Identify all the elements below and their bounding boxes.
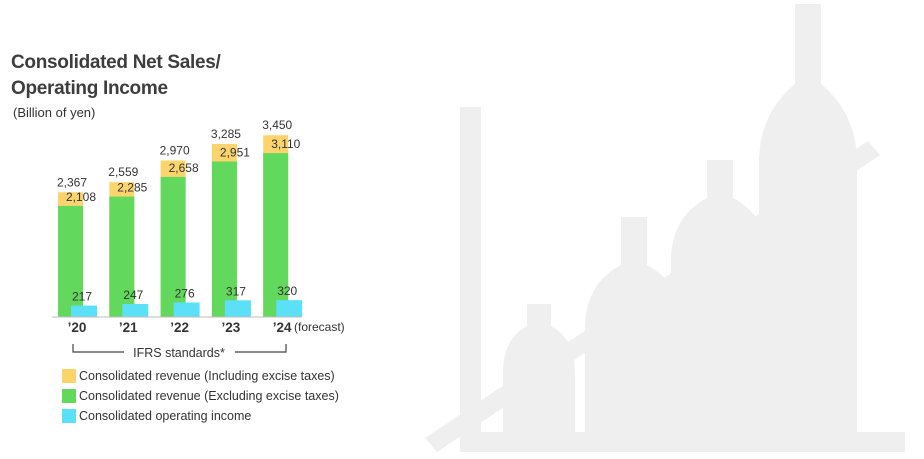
label-revenue-incl-excise: 3,285 (211, 127, 241, 141)
label-revenue-excl-excise: 2,108 (66, 190, 96, 204)
bar-revenue-excl-excise (160, 176, 186, 317)
legend-label: Consolidated revenue (Including excise t… (79, 369, 335, 383)
label-revenue-incl-excise: 2,970 (160, 143, 190, 157)
bar-revenue-excl-excise (109, 196, 135, 317)
label-revenue-excl-excise: 2,951 (220, 145, 250, 159)
label-revenue-incl-excise: 3,450 (262, 118, 292, 132)
x-tick-label: ’23 (222, 320, 241, 335)
x-tick-labels-group: ’20 ’21 ’22 ’23 ’24 (68, 320, 292, 335)
label-operating-income: 276 (175, 286, 195, 300)
x-tick-label: ’21 (119, 320, 138, 335)
legend-item: Consolidated revenue (Including excise t… (62, 366, 339, 386)
bar-revenue-excl-excise (263, 153, 289, 317)
bar-operating-income (122, 303, 149, 317)
ifrs-bracket (72, 344, 287, 353)
chart-title-line-1: Consolidated Net Sales/ (11, 52, 221, 73)
bar-revenue-excl-excise (211, 161, 237, 317)
chart-title-line-2: Operating Income (11, 78, 168, 99)
legend: Consolidated revenue (Including excise t… (62, 366, 339, 426)
label-operating-income: 247 (123, 288, 143, 302)
bar-operating-income (71, 305, 97, 317)
label-operating-income: 217 (72, 290, 92, 304)
label-revenue-excl-excise: 2,285 (117, 181, 147, 195)
bar-operating-income (173, 302, 200, 317)
legend-swatch (62, 369, 76, 383)
label-revenue-excl-excise: 2,658 (169, 161, 199, 175)
x-tick-label: ’22 (170, 320, 189, 335)
unit-label: (Billion of yen) (13, 105, 96, 120)
legend-swatch (62, 409, 76, 423)
bars-group (58, 135, 303, 317)
chart-title: Consolidated Net Sales/ Operating Income (11, 50, 221, 102)
label-operating-income: 320 (277, 284, 297, 298)
label-operating-income: 317 (226, 284, 246, 298)
bar-operating-income (276, 300, 303, 317)
legend-label: Consolidated revenue (Excluding excise t… (79, 389, 339, 403)
x-tick-label: ’24 (273, 320, 292, 335)
label-revenue-excl-excise: 3,110 (271, 137, 300, 151)
legend-label: Consolidated operating income (79, 409, 252, 423)
label-revenue-incl-excise: 2,367 (57, 175, 87, 189)
x-tick-label: ’20 (68, 320, 87, 335)
label-revenue-incl-excise: 2,559 (108, 165, 138, 179)
bar-revenue-excl-excise (58, 205, 83, 317)
legend-swatch (62, 389, 76, 403)
ifrs-standards-label: IFRS standards* (133, 346, 225, 360)
legend-item: Consolidated revenue (Excluding excise t… (62, 386, 339, 406)
bar-operating-income (224, 300, 251, 317)
forecast-note: (forecast) (294, 320, 345, 334)
legend-item: Consolidated operating income (62, 406, 339, 426)
